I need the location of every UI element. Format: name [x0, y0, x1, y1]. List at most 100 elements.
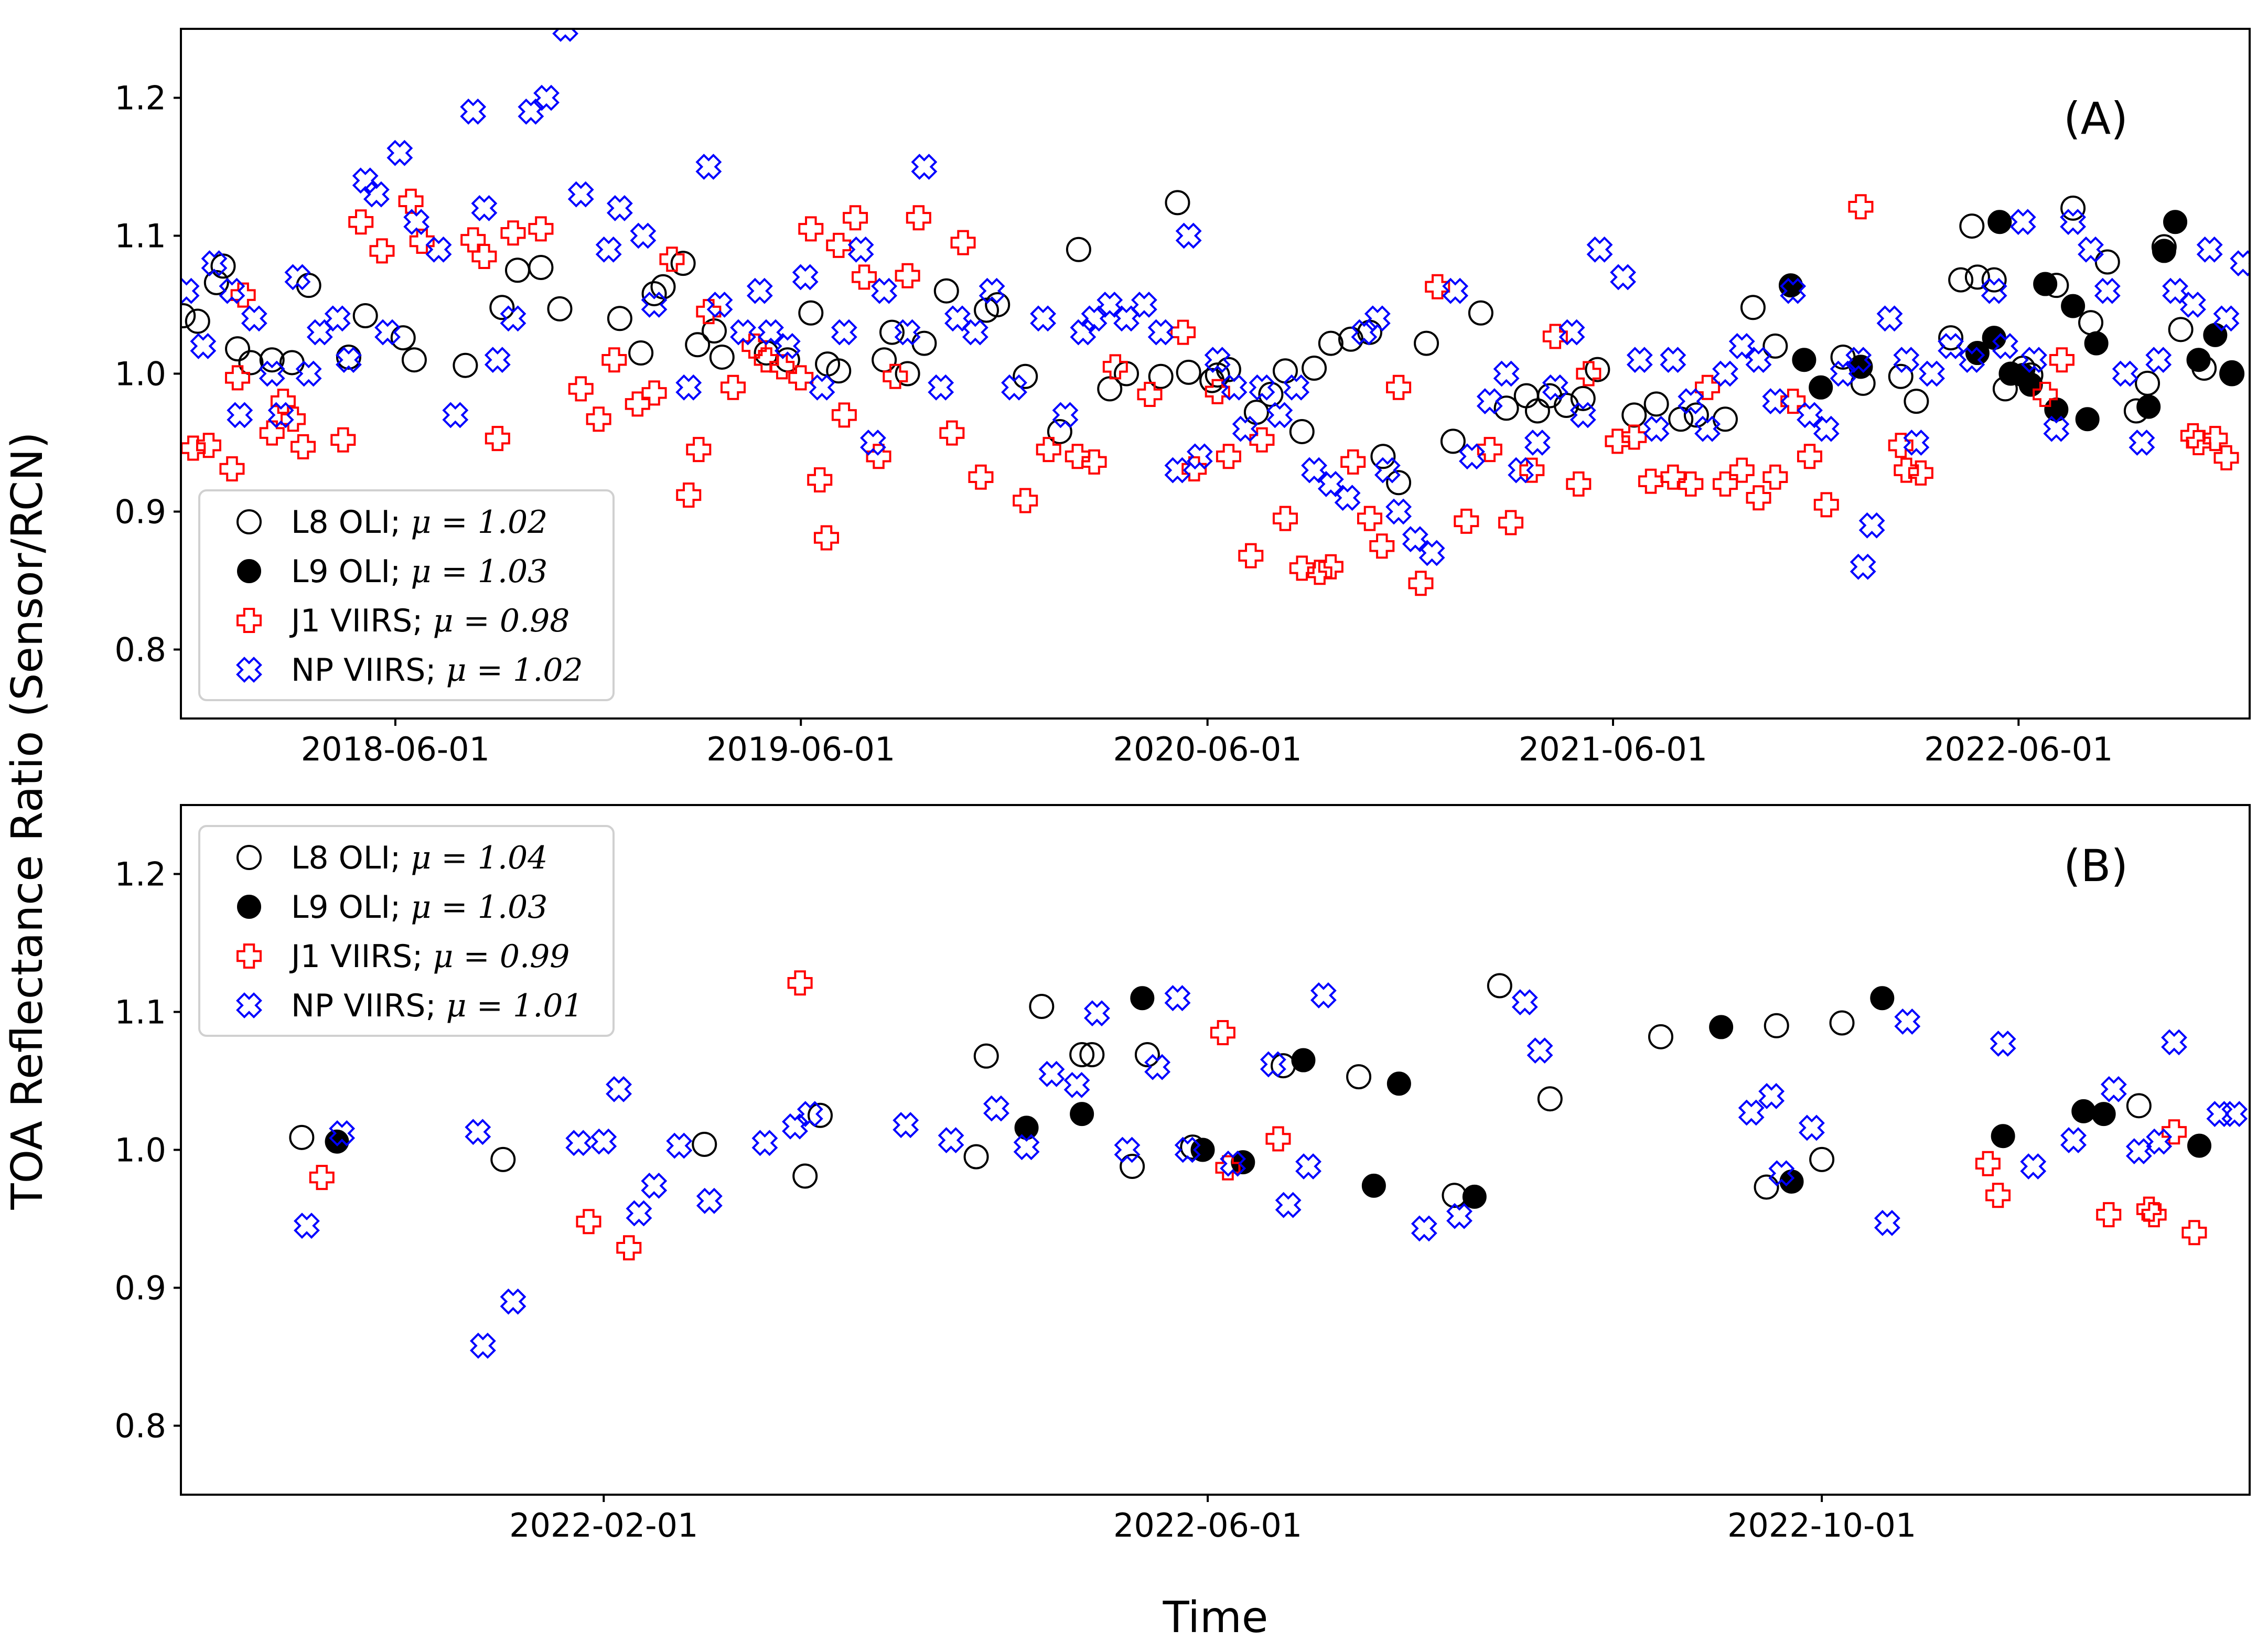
- data-point: [1870, 986, 1895, 1011]
- data-point: [709, 344, 735, 370]
- data-point: [1307, 560, 1332, 585]
- data-point: [1374, 457, 1401, 484]
- data-point: [1476, 388, 1503, 415]
- data-point: [2181, 1220, 2207, 1246]
- data-point: [1797, 444, 1822, 469]
- x-tick-label: 2022-06-01: [1924, 730, 2113, 768]
- data-point: [586, 406, 611, 432]
- data-point: [950, 230, 976, 255]
- data-point: [1738, 1099, 1765, 1126]
- data-point: [1982, 326, 2006, 350]
- data-point: [1414, 330, 1439, 356]
- legend-marker: [237, 943, 262, 969]
- data-point: [1386, 1071, 1411, 1096]
- data-point: [1318, 554, 1343, 580]
- legend-label-name: J1 VIIRS;: [289, 938, 433, 975]
- x-tick-label: 2019-06-01: [706, 730, 895, 768]
- data-point: [1113, 305, 1140, 332]
- data-point: [2078, 236, 2104, 263]
- data-point: [2033, 272, 2058, 296]
- data-point: [601, 347, 627, 373]
- legend-label: L9 OLI; μ = 1.03: [291, 889, 547, 926]
- data-point: [1370, 444, 1396, 469]
- data-point: [1295, 1153, 1321, 1179]
- data-point: [1858, 512, 1885, 539]
- data-point: [1762, 388, 1789, 415]
- data-point: [985, 292, 1011, 317]
- legend-label-mu: μ = 0.98: [433, 603, 569, 639]
- legend-label: NP VIIRS; μ = 1.01: [291, 988, 583, 1024]
- data-point: [590, 1128, 617, 1155]
- data-point: [911, 154, 938, 180]
- data-point: [720, 374, 746, 400]
- data-point: [398, 188, 424, 214]
- data-point: [2213, 305, 2240, 332]
- data-point: [2187, 1133, 2212, 1158]
- data-point: [390, 325, 416, 351]
- legend-entry: NP VIIRS; μ = 1.01: [236, 988, 583, 1024]
- legend-label-name: J1 VIIRS;: [289, 603, 433, 639]
- data-point: [363, 181, 390, 208]
- data-point: [1586, 236, 1613, 263]
- y-tick-label: 0.9: [114, 1269, 166, 1307]
- data-point: [1762, 333, 1788, 359]
- data-point: [1070, 319, 1097, 346]
- data-point: [401, 347, 427, 373]
- data-point: [1990, 1031, 2016, 1057]
- data-point: [330, 427, 356, 453]
- data-point: [895, 361, 920, 387]
- data-point: [2126, 1093, 2152, 1119]
- series-open-x: [181, 29, 2250, 580]
- data-point: [1386, 470, 1412, 496]
- panel-b: (B) 0.8 0.9 1.0 1.1 1.2 2022-02-01 2022-06-01…: [114, 804, 2251, 1545]
- data-point: [1232, 415, 1259, 442]
- data-point: [1402, 526, 1428, 553]
- data-point: [2163, 210, 2188, 234]
- legend-marker: [237, 895, 261, 919]
- data-point: [1965, 341, 1990, 366]
- data-point: [1176, 359, 1201, 385]
- data-point: [1524, 398, 1550, 424]
- data-point: [616, 1235, 642, 1261]
- legend-label-mu: μ = 1.03: [411, 553, 547, 590]
- data-point: [227, 402, 253, 428]
- data-point: [1001, 374, 1027, 401]
- data-point: [1493, 395, 1519, 421]
- data-point: [547, 296, 573, 321]
- x-axis-title: Time: [1163, 1593, 1269, 1641]
- data-point: [1357, 506, 1382, 531]
- data-point: [1052, 402, 1079, 428]
- data-point: [1959, 213, 1985, 239]
- data-point: [798, 216, 824, 242]
- data-point: [1334, 485, 1361, 511]
- data-point: [962, 319, 988, 346]
- data-point: [280, 406, 306, 432]
- legend-label-name: L8 OLI;: [291, 504, 411, 541]
- data-point: [1216, 444, 1241, 469]
- data-point: [2230, 250, 2250, 277]
- x-tick-label: 2020-06-01: [1113, 730, 1302, 768]
- legend-label-mu: μ = 1.02: [446, 652, 583, 689]
- legend-marker: [237, 608, 262, 633]
- data-point: [939, 420, 965, 446]
- data-point: [1813, 415, 1840, 442]
- data-point: [807, 467, 833, 493]
- data-point: [2094, 277, 2121, 304]
- data-point: [1164, 457, 1191, 484]
- data-point: [225, 336, 251, 362]
- data-point: [625, 391, 650, 417]
- data-point: [2091, 1102, 2116, 1127]
- data-point: [1066, 237, 1091, 262]
- data-point: [1454, 508, 1479, 534]
- data-point: [758, 319, 784, 346]
- data-point: [968, 464, 994, 490]
- data-point: [1537, 1086, 1563, 1112]
- data-point: [973, 1043, 999, 1069]
- panel-a-x-ticks: 2018-06-01 2019-06-01 2020-06-01 2021-06-01…: [301, 718, 2113, 768]
- data-point: [471, 195, 498, 221]
- y-tick-label: 0.8: [114, 631, 166, 669]
- series-open-plus: [309, 970, 2207, 1261]
- data-point: [1165, 190, 1190, 216]
- data-point: [751, 1130, 778, 1156]
